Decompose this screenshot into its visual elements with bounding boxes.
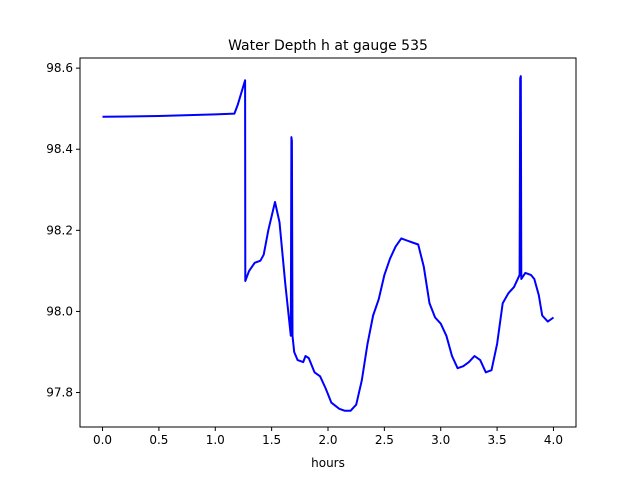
chart-title: Water Depth h at gauge 535 (228, 38, 428, 54)
x-tick-label: 3.5 (488, 433, 507, 447)
x-tick-label: 3.0 (431, 433, 450, 447)
x-tick-label: 4.0 (544, 433, 563, 447)
y-tick-label: 98.6 (46, 61, 73, 75)
x-axis-label: hours (311, 456, 345, 470)
x-tick-label: 1.5 (262, 433, 281, 447)
x-tick-label: 2.5 (375, 433, 394, 447)
y-tick-label: 97.8 (46, 386, 73, 400)
x-tick-label: 0.0 (93, 433, 112, 447)
x-tick-label: 1.0 (206, 433, 225, 447)
x-tick-label: 0.5 (149, 433, 168, 447)
y-tick-label: 98.0 (46, 304, 73, 318)
series-line-h (102, 75, 555, 412)
axes-frame (79, 57, 577, 428)
y-tick-label: 98.4 (46, 142, 73, 156)
x-tick-label: 2.0 (318, 433, 337, 447)
y-tick-label: 98.2 (46, 223, 73, 237)
